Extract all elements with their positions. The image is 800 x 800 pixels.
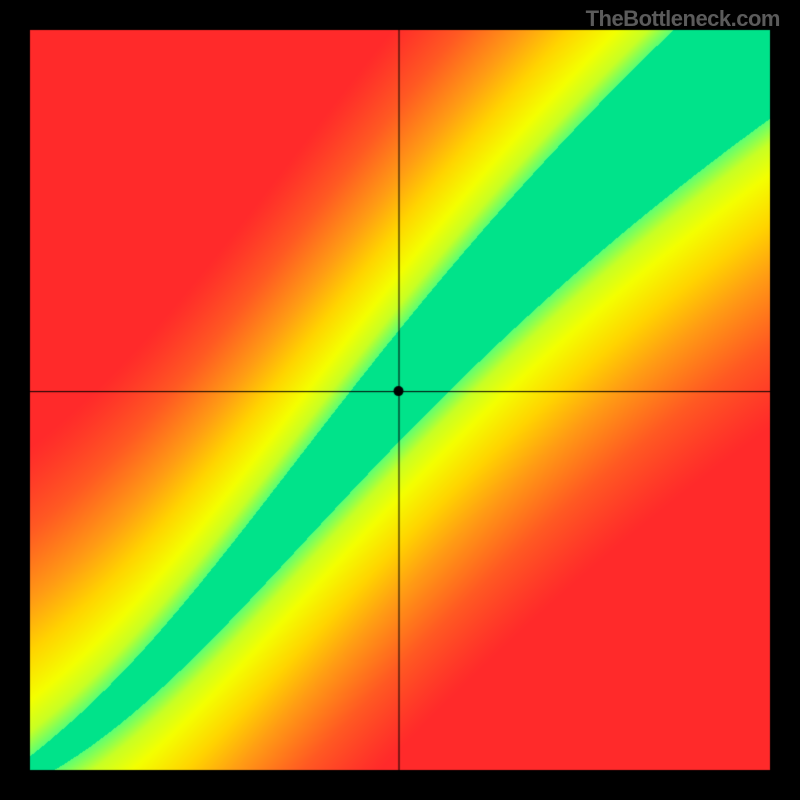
watermark-text: TheBottleneck.com (586, 6, 780, 32)
bottleneck-heatmap (0, 0, 800, 800)
